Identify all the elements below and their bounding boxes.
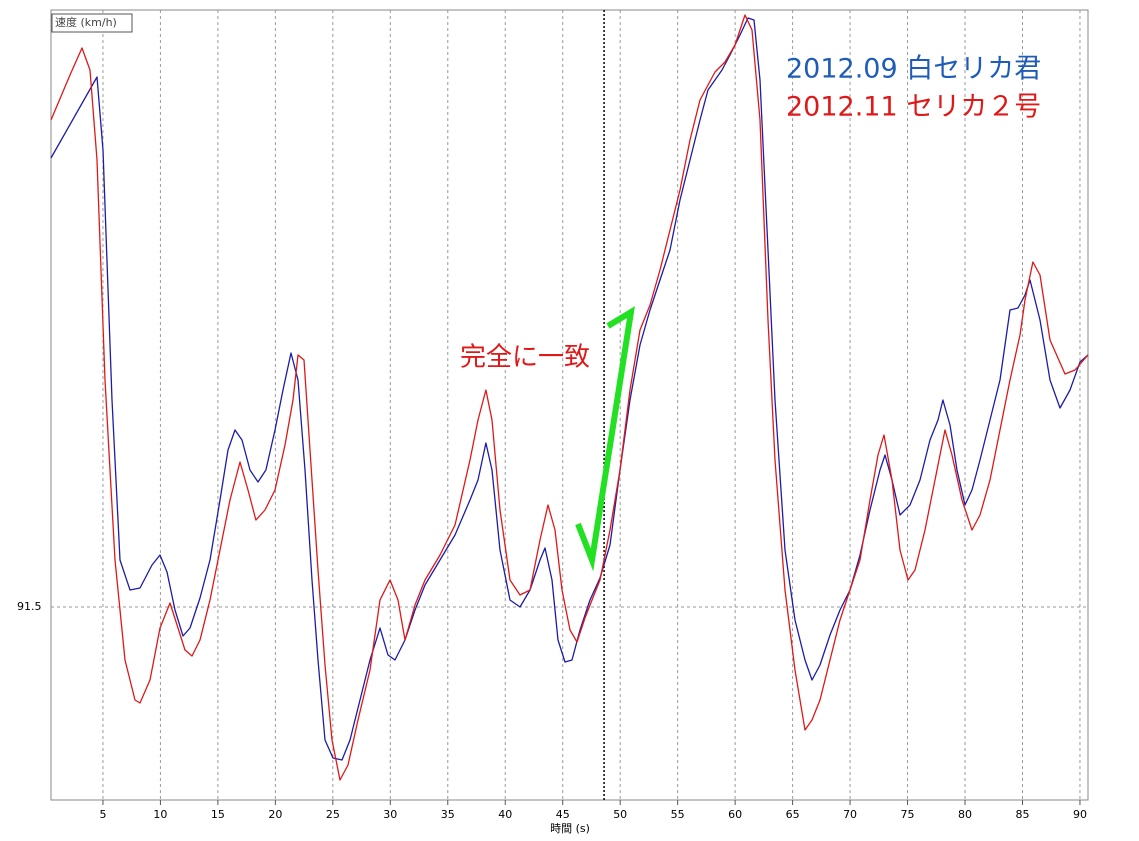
x-tick-label: 25 bbox=[326, 808, 340, 821]
x-axis-label: 時間 (s) bbox=[550, 822, 590, 835]
series-line bbox=[50, 17, 1089, 761]
x-tick-label: 75 bbox=[901, 808, 915, 821]
x-tick-label: 30 bbox=[383, 808, 397, 821]
x-tick-label: 90 bbox=[1073, 808, 1087, 821]
x-tick-label: 20 bbox=[268, 808, 282, 821]
legend-entry: 2012.09 白セリカ君 bbox=[786, 54, 1041, 85]
check-arrow bbox=[575, 306, 635, 572]
x-tick-label: 5 bbox=[99, 808, 106, 821]
x-tick-label: 70 bbox=[843, 808, 857, 821]
x-tick-label: 40 bbox=[498, 808, 512, 821]
x-tick-label: 65 bbox=[786, 808, 800, 821]
x-tick-label: 80 bbox=[958, 808, 972, 821]
x-tick-label: 55 bbox=[671, 808, 685, 821]
grid bbox=[51, 10, 1088, 805]
x-tick-label: 60 bbox=[728, 808, 742, 821]
x-tick-label: 15 bbox=[211, 808, 225, 821]
x-tick-label: 35 bbox=[441, 808, 455, 821]
x-tick-label: 10 bbox=[153, 808, 167, 821]
x-tick-label: 85 bbox=[1015, 808, 1029, 821]
lines bbox=[50, 14, 1089, 781]
y-label-box bbox=[51, 13, 133, 33]
annotation: 完全に一致 bbox=[460, 343, 590, 373]
plot-area bbox=[50, 9, 1089, 801]
y-axis-label: 速度 (km/h) bbox=[55, 15, 117, 29]
x-tick-label: 50 bbox=[613, 808, 627, 821]
y-tick-label: 91.5 bbox=[17, 600, 42, 613]
series-line bbox=[50, 14, 1089, 781]
legend-entry: 2012.11 セリカ２号 bbox=[786, 92, 1041, 123]
x-tick-label: 45 bbox=[556, 808, 570, 821]
